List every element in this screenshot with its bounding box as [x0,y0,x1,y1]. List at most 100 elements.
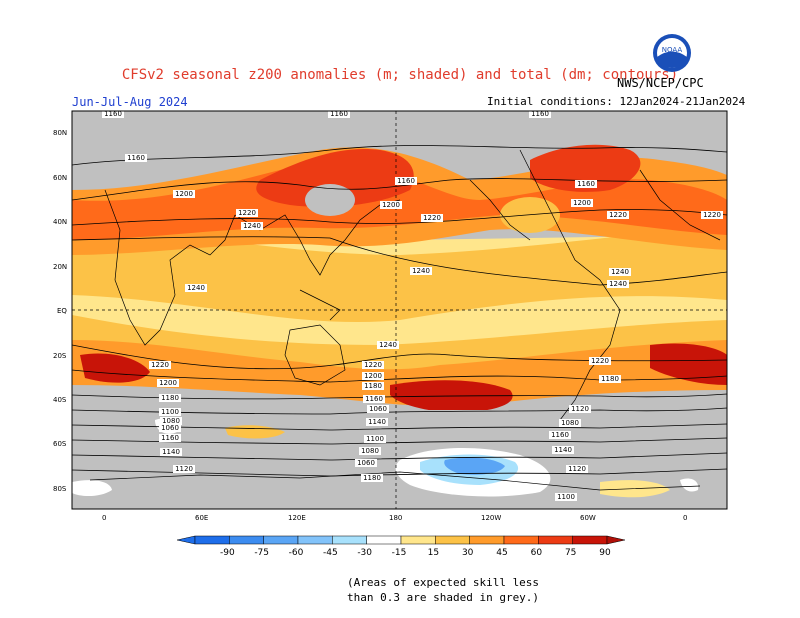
contour-label: 1160 [551,431,569,439]
anomaly-shade-neg-45 [444,457,505,475]
contour-label-group: 1160 1160 1160 1160 1160 1160 1200 1200 1200 1220… [102,110,723,501]
anomaly-shade-45-south [72,340,727,407]
lat-label: 20S [53,352,67,360]
lat-label: 80S [53,485,67,493]
contour-label: 1080 [162,417,180,425]
contour-label-bg [363,395,385,403]
contour-label: 1140 [162,448,180,456]
contour-label-bg [355,459,377,467]
colorbar-segment [297,535,333,545]
contour-label-bg [159,434,181,442]
contour-label-bg [555,493,577,501]
lat-label: 20N [53,263,67,271]
contour-label-bg [361,474,383,482]
contour-label-bg [362,382,384,390]
skill-note-line1: (Areas of expected skill less [347,576,540,589]
contour-label: 1240 [187,284,205,292]
anomaly-shade-75-atlantic [530,144,641,192]
contour-label: 1160 [104,110,122,118]
contour-label: 1060 [357,459,375,467]
colorbar-label: 15 [428,548,439,558]
contour-label-bg [173,190,195,198]
contour-label-bg [328,110,350,118]
contour-label: 1240 [243,222,261,230]
contour-label: 1200 [382,201,400,209]
contour-label-bg [241,222,263,230]
anomaly-shade-neutral-s3 [680,478,699,492]
contour-label-bg [364,435,386,443]
contour-label: 1160 [330,110,348,118]
colorbar-segment [400,535,436,545]
anomaly-shade-neutral-s2 [72,480,112,497]
contour-label-bg [589,357,611,365]
colorbar-segment [332,535,367,545]
contour-label-bg [607,211,629,219]
contour-label: 1160 [127,154,145,162]
contour-label: 1200 [175,190,193,198]
lat-label-group: 80N 60N 40N 20N EQ 20S 40S 60S 80S [53,129,67,493]
contour-label: 1120 [571,405,589,413]
colorbar-label: -15 [392,548,407,558]
contour-label-bg [566,465,588,473]
contour-label: 1220 [591,357,609,365]
contour-label: 1080 [561,419,579,427]
colorbar-segment [263,535,299,545]
initial-conditions: Initial conditions: 12Jan2024-21Jan2024 [487,95,746,108]
colorbar-segment [435,535,470,545]
contour-label: 1200 [573,199,591,207]
colorbar-label: -75 [254,548,269,558]
contour-label: 1180 [601,375,619,383]
lat-label: EQ [57,307,67,315]
contour-label-bg [159,424,181,432]
contour-label: 1200 [159,379,177,387]
contour-label-bg [362,372,384,380]
lon-label: 120E [288,514,306,522]
contour-label: 1240 [609,280,627,288]
contour-label-bg [380,201,402,209]
contour-label-bg [185,284,207,292]
contour-label: 1060 [161,424,179,432]
logo-text: NOAA [662,46,683,54]
lat-label: 40N [53,218,67,226]
skill-grey-north [72,111,727,128]
lon-label: 180 [389,514,402,522]
contour-label-bg [569,405,591,413]
season-label: Jun-Jul-Aug 2024 [72,95,188,109]
contour-label: 1100 [161,408,179,416]
skill-note-line2: than 0.3 are shaded in grey.) [347,591,540,604]
anomaly-shade-90-atlantic [650,343,727,385]
colorbar-label: -90 [220,548,235,558]
skill-grey-hole-1 [305,184,355,216]
contour-label: 1180 [161,394,179,402]
colorbar-label: 30 [462,548,474,558]
contour-label: 1180 [363,474,381,482]
contour-label-bg [173,465,195,473]
anomaly-shade-30 [72,225,727,323]
coastlines [89,149,721,491]
contour-label-bg [366,418,388,426]
contour-label: 1200 [364,372,382,380]
colorbar-label: -45 [323,548,338,558]
contour-label-bg [701,211,723,219]
colorbar-segment [229,535,264,545]
contour-label: 1120 [175,465,193,473]
contour-label-bg [102,110,124,118]
colorbar-label: 45 [496,548,507,558]
contour-label-bg [571,199,593,207]
colorbar-label: 60 [531,548,543,558]
agency-label: NWS/NCEP/CPC [617,76,704,90]
lat-label: 60S [53,440,67,448]
lon-label: 0 [683,514,687,522]
contour-label-bg [159,408,181,416]
contour-label-bg [362,361,384,369]
colorbar-segment [194,535,230,545]
contour-label-bg [160,417,182,425]
contour-label-bg [529,110,551,118]
colorbar-segments [176,535,626,545]
colorbar-label: -30 [357,548,372,558]
colorbar-segment [469,535,505,545]
lon-label-group: 0 60E 120E 180 120W 60W 0 [102,514,687,522]
contour-label: 1240 [412,267,430,275]
